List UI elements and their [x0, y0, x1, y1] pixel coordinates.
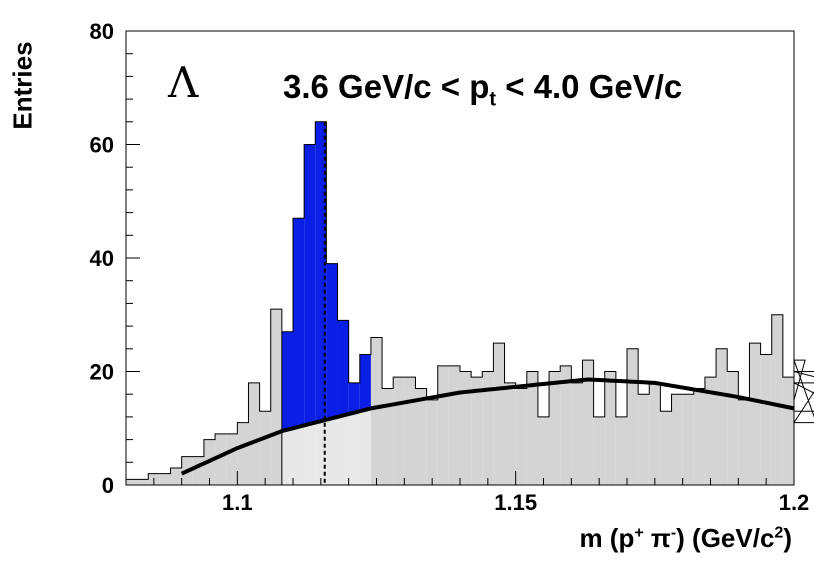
histogram-bar	[215, 433, 227, 485]
title-suffix: < 4.0 GeV/c	[496, 68, 683, 105]
y-axis-label: Entries	[7, 41, 38, 130]
x-axis-label: m (p+ π-) (GeV/c2)	[579, 523, 792, 554]
histogram-bar	[727, 371, 739, 485]
x-label-part-d: )	[783, 523, 792, 553]
histogram-bar	[170, 467, 182, 485]
signal-bar	[281, 331, 293, 430]
histogram-bar	[237, 422, 249, 485]
histogram-bar	[382, 388, 394, 485]
histogram-bar	[627, 348, 639, 485]
y-tick-label: 20	[90, 360, 114, 385]
signal-bar	[304, 144, 316, 424]
histogram-bar	[660, 411, 672, 485]
y-tick-label: 40	[90, 246, 114, 271]
signal-bar	[315, 121, 327, 422]
histogram-bar	[415, 388, 427, 485]
histogram-bar	[560, 365, 572, 485]
chart-title: 3.6 GeV/c < pt < 4.0 GeV/c	[283, 68, 682, 112]
histogram-bar	[482, 371, 494, 485]
background-fit-curve	[180, 377, 795, 476]
histogram-bar	[638, 394, 650, 485]
histogram-bar	[704, 377, 717, 485]
histogram-bar	[126, 479, 138, 485]
signal-bar	[348, 382, 360, 413]
title-subscript: t	[489, 88, 497, 111]
histogram-bar	[226, 433, 238, 485]
y-axis-label-wrap: Entries	[2, 30, 42, 140]
histogram-bar	[749, 343, 761, 485]
y-tick-label: 60	[90, 133, 114, 158]
x-label-part-b: π	[643, 523, 671, 553]
histogram-bar	[537, 416, 550, 485]
histogram-bar	[448, 365, 460, 485]
histogram-bar	[782, 377, 794, 485]
signal-background-bar	[281, 429, 293, 485]
signal-background-bar	[293, 426, 305, 485]
histogram-bar	[515, 388, 527, 485]
signal-bar	[326, 263, 338, 419]
histogram-bar	[716, 348, 728, 485]
signal-background-bar	[348, 412, 360, 485]
histogram-bar	[504, 382, 516, 485]
x-label-sup-3: 2	[774, 524, 784, 542]
x-label-sup-1: +	[634, 524, 644, 542]
histogram-bar	[393, 377, 405, 485]
histogram-bar	[615, 416, 627, 485]
histogram-bar	[493, 343, 505, 485]
histogram-bar	[370, 337, 383, 485]
histogram-bar	[248, 382, 260, 485]
signal-background-bar	[315, 421, 327, 485]
y-tick-label: 0	[102, 473, 114, 498]
histogram-outline	[125, 121, 814, 485]
signal-background-bar	[337, 415, 349, 485]
histogram-bar	[693, 388, 705, 485]
x-label-sup-2: -	[670, 524, 677, 542]
y-tick-label: 80	[90, 19, 114, 44]
x-tick-label: 1.15	[494, 490, 537, 515]
histogram-bar	[604, 371, 616, 485]
signal-bar	[293, 218, 305, 427]
signal-background-bar	[359, 409, 371, 485]
histogram-bar	[137, 479, 149, 485]
x-label-part-c: ) (GeV/c	[676, 523, 775, 553]
x-tick-label: 1.2	[779, 490, 810, 515]
signal-bar	[359, 354, 371, 410]
histogram-bar	[582, 360, 594, 485]
x-label-part-a: m (p	[579, 523, 635, 553]
histogram-bar	[571, 382, 583, 485]
histogram-bar	[738, 399, 750, 485]
histogram-bar	[671, 394, 683, 485]
histogram-bar	[682, 394, 694, 485]
histogram-bar	[159, 473, 171, 485]
histogram-bar	[192, 456, 204, 485]
histogram-bar	[649, 382, 661, 485]
signal-bar	[337, 320, 349, 416]
particle-symbol: Λ	[168, 58, 199, 107]
histogram-bar	[471, 377, 483, 485]
signal-background-bar	[326, 418, 338, 485]
histogram-bar	[437, 365, 449, 485]
histogram-bar	[549, 371, 561, 485]
x-tick-label: 1.1	[222, 490, 253, 515]
histogram-bar	[771, 314, 783, 485]
signal-background-bar	[304, 423, 316, 485]
histogram-bar	[426, 399, 438, 485]
histogram-bar	[259, 411, 271, 485]
title-prefix: 3.6 GeV/c < p	[283, 68, 490, 105]
histogram-bar	[270, 309, 282, 485]
histogram-bar	[526, 371, 538, 485]
histogram-bar	[404, 377, 416, 485]
histogram-bar	[460, 371, 472, 485]
histogram-bar	[760, 354, 772, 485]
histogram-bar	[593, 416, 605, 485]
